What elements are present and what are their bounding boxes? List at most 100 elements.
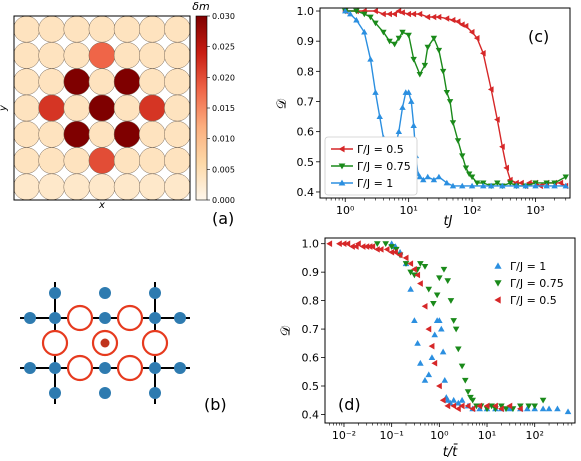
- plot-c-point: [522, 182, 529, 189]
- plot-d-point: [425, 286, 433, 293]
- plot-c-legend-markers: [331, 145, 353, 186]
- plot-d-point: [444, 402, 451, 410]
- plot-c-point: [518, 179, 524, 187]
- plot-c-point: [465, 171, 473, 178]
- plot-c-point: [361, 28, 368, 35]
- heatmap-cell: [88, 16, 116, 43]
- plot-c-legend-entry: Γ/J = 0.75: [357, 160, 411, 173]
- plot-c-legend-marker: [338, 179, 346, 186]
- colorbar-tick-label: 0.015: [212, 104, 235, 113]
- plot-c-point: [353, 8, 360, 15]
- plot-d-point: [414, 340, 421, 346]
- heatmap-cell: [164, 120, 190, 148]
- heatmap-cell: [63, 147, 91, 174]
- plot-c-y-tick-label: 0.6: [297, 126, 315, 139]
- plot-c-point: [399, 9, 405, 16]
- plot-d-point: [417, 261, 424, 267]
- plot-d-point: [377, 246, 384, 253]
- heatmap-cell: [164, 42, 190, 69]
- plot-c-point: [410, 10, 417, 18]
- plot-d-point: [524, 405, 531, 412]
- heatmap-cell: [113, 173, 141, 200]
- plot-d-y-tick-label: 0.4: [302, 408, 320, 421]
- plot-c-point: [449, 182, 457, 189]
- plot-d-point: [483, 402, 490, 410]
- plot-d-point: [506, 402, 513, 410]
- plot-c-y-tick-label: 0.4: [297, 186, 315, 199]
- plot-d-point: [436, 382, 442, 390]
- plot-c-point: [391, 10, 397, 18]
- plot-d-point: [455, 346, 462, 353]
- panel-b: (b): [20, 282, 227, 414]
- plot-d-y-label: 𝒟: [279, 325, 294, 336]
- plot-d-y-tick-label: 0.6: [302, 352, 320, 365]
- plot-d-x-tick-label: 10⁻²: [332, 429, 356, 442]
- panel-d: 10⁻² 10⁻¹ 10⁰ 10¹ 10² 0.4 0.5 0.6 0.7 0.8 0.9 1.0 t…: [279, 237, 576, 460]
- heatmap-cell: [14, 94, 40, 122]
- heatmap-cell: [138, 94, 166, 122]
- plot-d-point: [473, 403, 480, 410]
- plot-d-point: [455, 399, 462, 406]
- plot-c-legend-marker: [338, 163, 346, 170]
- plot-c-point: [342, 8, 349, 14]
- plot-c-point: [386, 10, 392, 18]
- plot-d-point: [450, 318, 457, 324]
- plot-c-point: [410, 122, 417, 129]
- plot-c-point: [430, 35, 438, 42]
- plot-d-point: [469, 397, 476, 404]
- plot-c-point: [532, 182, 539, 189]
- heatmap-cell: [138, 147, 166, 174]
- plot-c-point: [376, 113, 383, 119]
- plot-c-point: [416, 71, 424, 78]
- plot-c-point: [361, 11, 368, 18]
- heatmap-x-label: x: [98, 200, 105, 211]
- plot-c-point: [468, 182, 476, 189]
- plot-c-y-label: 𝒟: [275, 98, 290, 109]
- heatmap-cell: [38, 173, 66, 200]
- plot-d-point: [436, 317, 443, 324]
- heatmap-cell: [63, 120, 91, 148]
- plot-c-point: [562, 174, 569, 181]
- plot-d-point: [421, 377, 429, 383]
- plot-d-point: [498, 403, 505, 410]
- plot-c-point: [473, 180, 481, 187]
- plot-c-y-tick-label: 0.9: [297, 35, 315, 48]
- plot-d-point: [431, 331, 439, 338]
- plot-d-point: [369, 243, 376, 250]
- plot-d-point: [374, 241, 381, 247]
- plot-d-legend: Γ/J = 1 Γ/J = 0.75 Γ/J = 0.5: [494, 260, 564, 307]
- plot-c-point: [367, 56, 374, 62]
- plot-d-point: [455, 405, 461, 413]
- plot-d-point: [461, 377, 469, 384]
- plot-c-frame: [319, 7, 571, 199]
- plot-d-point: [428, 342, 435, 350]
- plot-d-point: [502, 406, 510, 413]
- plot-d-point: [545, 405, 553, 412]
- plot-d-point: [444, 396, 452, 403]
- plot-d-point: [407, 285, 414, 292]
- plot-d-axes: 10⁻² 10⁻¹ 10⁰ 10¹ 10² 0.4 0.5 0.6 0.7 0.8 0.9 1.0: [302, 238, 573, 442]
- plot-c-point: [449, 120, 457, 126]
- plot-d-point: [388, 244, 395, 250]
- plot-c-point: [372, 89, 379, 95]
- plot-d-legend-markers: [494, 262, 502, 304]
- plot-c-legend-entry: Γ/J = 0.5: [357, 143, 404, 156]
- heatmap-cell: [38, 94, 66, 122]
- plot-d-point: [441, 377, 449, 383]
- plot-c-x-tick-label: 10¹: [399, 204, 417, 217]
- colorbar-tick-label: 0.025: [212, 43, 235, 52]
- plot-d-point: [488, 403, 495, 410]
- plot-d-point: [539, 397, 547, 404]
- heatmap-cell: [113, 42, 141, 69]
- plot-d-point: [469, 405, 476, 413]
- plot-d-x-tick-label: 10²: [525, 429, 543, 442]
- plot-d-legend-marker: [494, 296, 501, 304]
- plot-d-point: [340, 240, 347, 247]
- plot-d-point: [425, 325, 432, 333]
- plot-c-point: [430, 13, 437, 21]
- plot-d-point: [476, 402, 483, 410]
- plot-c-point: [513, 182, 520, 189]
- plot-d-point: [433, 292, 441, 299]
- plot-c-point: [416, 10, 423, 18]
- plot-d-point: [439, 396, 446, 404]
